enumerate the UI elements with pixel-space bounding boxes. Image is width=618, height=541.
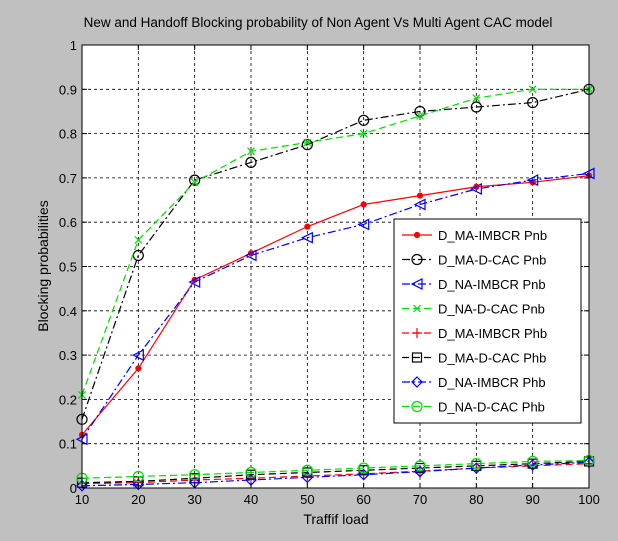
x-axis-label: Traffif load: [303, 511, 368, 527]
legend-label: D_NA-IMBCR Pnb: [438, 277, 546, 292]
legend-label: D_MA-D-CAC Pnb: [438, 253, 546, 268]
series-lines: [75, 83, 595, 492]
legend-swatch-marker: [411, 400, 423, 413]
data-point: [472, 94, 481, 103]
y-tick-label: 1: [70, 38, 77, 53]
data-point: [247, 147, 255, 156]
data-point: [131, 349, 144, 362]
y-tick-label: 0.5: [59, 260, 77, 275]
data-point: [189, 469, 201, 481]
legend-swatch-marker: [413, 231, 421, 239]
x-tick-label: 40: [244, 492, 258, 507]
data-point: [357, 218, 370, 231]
data-point: [132, 470, 144, 483]
data-point: [301, 464, 313, 476]
data-point: [413, 198, 426, 211]
data-point: [300, 231, 313, 244]
data-point: [135, 365, 142, 372]
y-tick-label: 0.8: [59, 127, 77, 142]
data-point: [416, 111, 424, 120]
axis-ticks: 10 20 30 40 50 60 70 80 90 100 0 0.1 0.2 0.3 0.4 0.5 0.6…: [59, 38, 600, 507]
legend-swatch-marker: [412, 328, 422, 338]
y-tick-label: 0.7: [59, 171, 77, 186]
series-line: [81, 172, 590, 440]
chart-title: New and Handoff Blocking probability of …: [84, 15, 553, 30]
legend-swatch-marker: [411, 352, 423, 363]
legend-swatch-marker: [411, 253, 423, 266]
data-point: [357, 468, 370, 481]
legend-item: D_MA-IMBCR Pnb: [402, 228, 547, 243]
legend-swatch-marker: [413, 304, 421, 313]
data-point: [358, 462, 370, 474]
data-point: [470, 462, 483, 474]
data-point: [245, 156, 257, 168]
data-point: [188, 276, 201, 288]
data-point: [470, 458, 482, 470]
data-point: [303, 138, 312, 147]
data-point: [527, 455, 539, 468]
data-point: [304, 223, 311, 230]
data-point: [528, 85, 537, 94]
x-tick-label: 90: [525, 492, 539, 507]
y-tick-label: 0.1: [59, 437, 77, 452]
data-point: [134, 235, 143, 244]
data-point: [526, 459, 539, 471]
x-tick-label: 100: [578, 492, 600, 507]
series-line: [81, 459, 590, 479]
legend-item: D_NA-D-CAC Phb: [402, 400, 545, 415]
data-point: [132, 478, 145, 491]
series-line: [81, 460, 590, 484]
data-point: [359, 129, 368, 138]
legend-swatch-marker: [410, 278, 423, 290]
legend-item: D_NA-IMBCR Phb: [402, 375, 546, 390]
legend-swatch-marker: [411, 376, 423, 388]
legend-label: D_MA-IMBCR Pnb: [438, 228, 547, 243]
legend-item: D_MA-IMBCR Phb: [402, 326, 547, 341]
legend-box: [393, 218, 582, 424]
y-tick-label: 0.4: [59, 304, 77, 319]
data-point: [301, 471, 314, 484]
data-point: [414, 460, 426, 472]
y-tick-label: 0.2: [59, 392, 77, 407]
x-tick-label: 70: [413, 492, 427, 507]
data-point: [526, 174, 539, 187]
legend-item: D_MA-D-CAC Pnb: [402, 253, 546, 268]
y-tick-label: 0: [70, 481, 77, 496]
legend-item: D_NA-D-CAC Pnb: [402, 302, 545, 317]
x-tick-label: 20: [131, 492, 145, 507]
y-tick-label: 0.9: [59, 82, 77, 97]
data-point: [189, 174, 201, 186]
data-point: [360, 201, 367, 208]
y-tick-label: 0.3: [59, 348, 77, 363]
data-point: [190, 178, 199, 187]
series-line: [81, 461, 590, 487]
x-tick-label: 80: [469, 492, 483, 507]
data-point: [416, 192, 424, 199]
data-point: [245, 466, 257, 479]
data-point: [469, 183, 482, 195]
legend-item: D_MA-D-CAC Phb: [402, 351, 546, 366]
x-tick-label: 50: [300, 492, 314, 507]
data-point: [358, 114, 370, 126]
data-point: [76, 479, 88, 492]
x-tick-label: 30: [187, 492, 201, 507]
x-tick-label: 60: [356, 492, 370, 507]
legend-label: D_MA-IMBCR Phb: [438, 326, 547, 341]
x-tick-label: 10: [75, 492, 89, 507]
legend-label: D_NA-D-CAC Phb: [438, 400, 545, 415]
legend-item: D_NA-IMBCR Pnb: [402, 277, 546, 292]
legend: D_MA-IMBCR Pnb D_MA-D-CAC Pnb D_NA-IMBCR P…: [393, 218, 582, 424]
series-line: [81, 88, 590, 420]
legend-label: D_NA-IMBCR Phb: [438, 375, 546, 390]
data-point: [470, 101, 482, 113]
y-axis-label: Blocking probabilities: [35, 200, 51, 332]
data-point: [301, 139, 313, 151]
legend-label: D_NA-D-CAC Pnb: [438, 302, 545, 317]
legend-label: D_MA-D-CAC Phb: [438, 351, 546, 366]
y-tick-label: 0.6: [59, 215, 77, 230]
data-point: [527, 96, 539, 109]
series-1: [78, 172, 593, 438]
data-point: [244, 249, 257, 262]
